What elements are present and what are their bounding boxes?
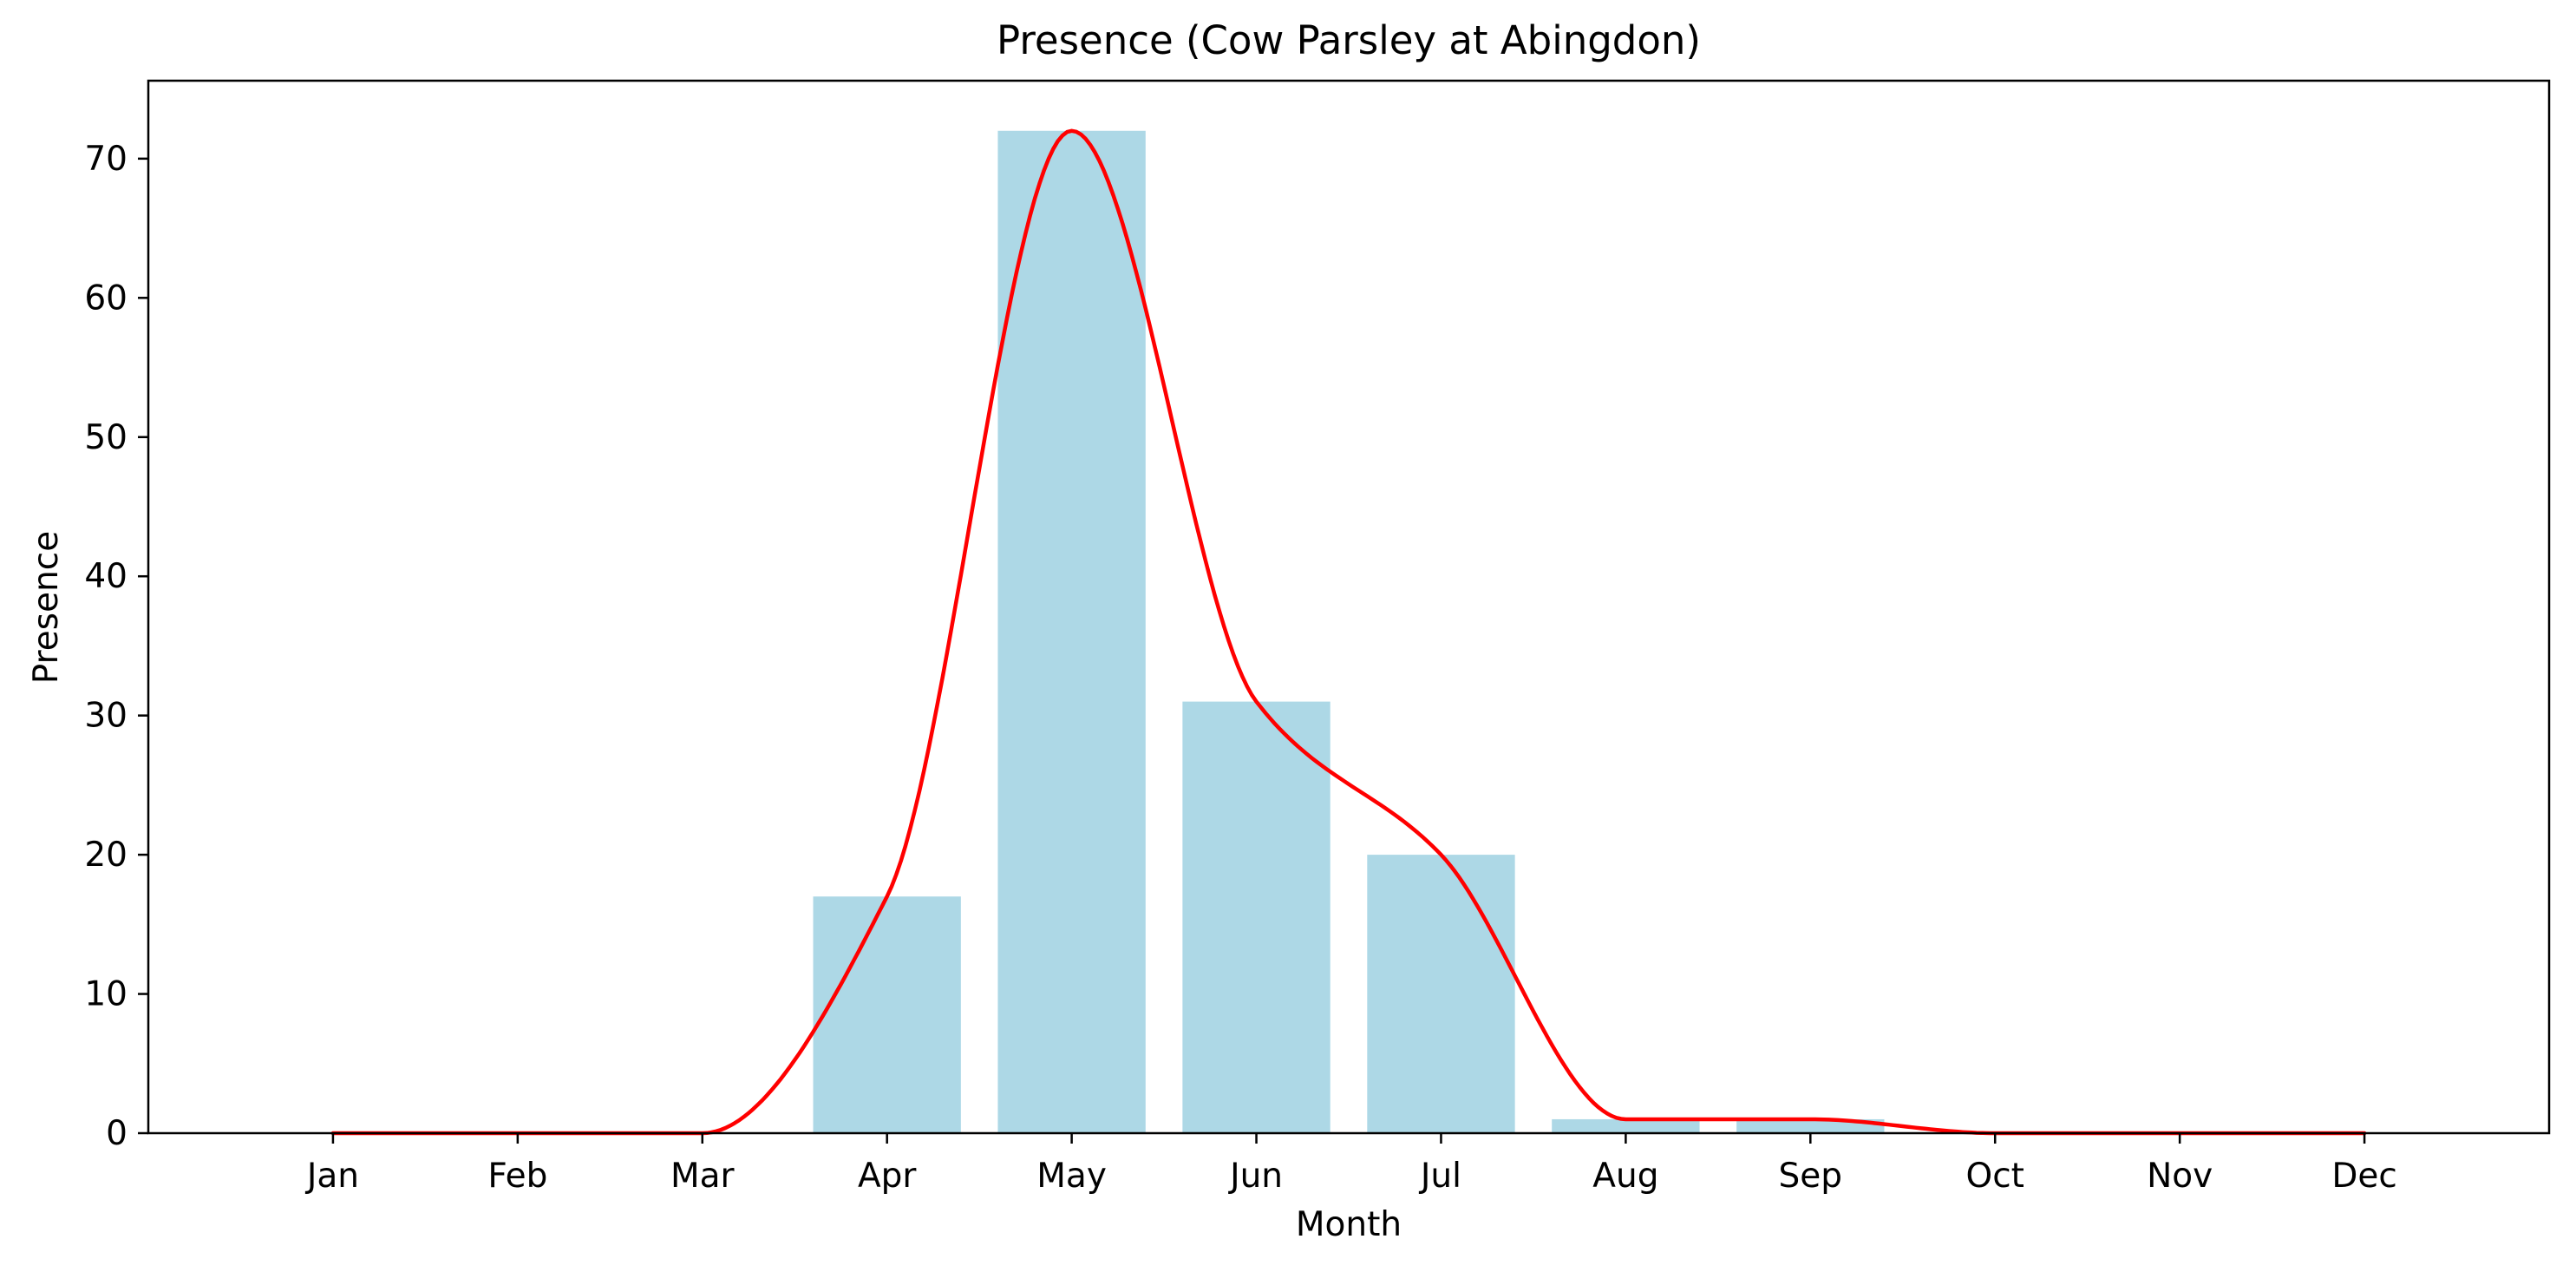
x-axis: Jan Feb Mar Apr May Jun Jul Aug Sep Oct Nov Dec — [304, 1133, 2397, 1196]
y-tick-label-20: 20 — [84, 836, 127, 875]
x-tick-label-sep: Sep — [1779, 1157, 1843, 1196]
bar-may — [997, 130, 1146, 1133]
x-tick-label-mar: Mar — [670, 1157, 736, 1196]
y-tick-label-10: 10 — [84, 975, 127, 1014]
x-tick-label-nov: Nov — [2147, 1157, 2213, 1196]
x-tick-label-aug: Aug — [1592, 1157, 1658, 1196]
plot-area — [147, 79, 2551, 1136]
plot-frame — [147, 79, 2551, 1135]
plot-background — [148, 81, 2549, 1133]
x-tick-label-feb: Feb — [487, 1157, 547, 1196]
bar-jul — [1367, 855, 1515, 1133]
bar-series — [813, 130, 1885, 1133]
x-tick-label-oct: Oct — [1966, 1157, 2024, 1196]
x-tick-label-dec: Dec — [2331, 1157, 2396, 1196]
x-tick-label-jan: Jan — [304, 1157, 359, 1196]
y-tick-label-60: 60 — [84, 279, 127, 318]
bar-aug — [1552, 1118, 1700, 1133]
bar-apr — [813, 896, 961, 1133]
x-tick-label-jun: Jun — [1227, 1157, 1283, 1196]
y-tick-label-30: 30 — [84, 697, 127, 736]
x-tick-label-may: May — [1036, 1157, 1107, 1196]
bar-sep — [1736, 1118, 1885, 1133]
x-axis-label: Month — [1296, 1205, 1402, 1244]
y-axis-label: Presence — [27, 531, 66, 684]
y-tick-label-70: 70 — [84, 140, 127, 179]
y-tick-label-50: 50 — [84, 418, 127, 457]
y-axis: 0 10 20 30 40 50 60 70 — [84, 140, 148, 1153]
x-tick-label-jul: Jul — [1418, 1157, 1461, 1196]
x-tick-label-apr: Apr — [858, 1157, 917, 1196]
y-tick-label-40: 40 — [84, 557, 127, 596]
y-tick-label-0: 0 — [106, 1114, 127, 1153]
bar-jun — [1182, 701, 1330, 1133]
chart-title: Presence (Cow Parsley at Abingdon) — [997, 17, 1701, 63]
